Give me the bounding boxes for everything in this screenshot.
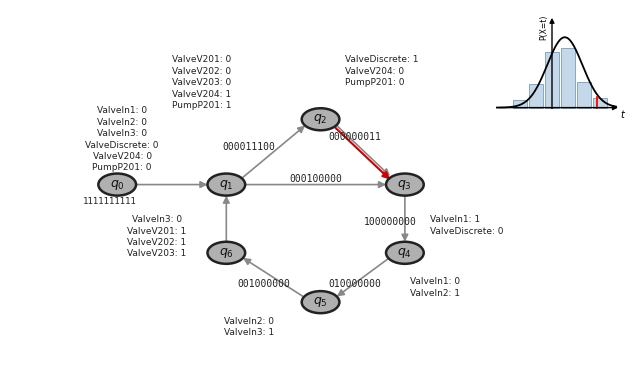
Text: 100000000: 100000000 [364, 217, 417, 227]
Bar [593, 98, 607, 107]
Text: P(X=t): P(X=t) [540, 15, 548, 40]
Text: $q_{2}$: $q_{2}$ [314, 112, 328, 126]
Circle shape [301, 291, 339, 313]
Text: 000011100: 000011100 [222, 142, 275, 152]
Text: 000000011: 000000011 [329, 132, 381, 142]
Text: $q_{3}$: $q_{3}$ [397, 178, 412, 192]
Text: ValveV201: 0
ValveV202: 0
ValveV203: 0
ValveV204: 1
PumpP201: 1: ValveV201: 0 ValveV202: 0 ValveV203: 0 V… [172, 55, 231, 110]
Text: 1111111111: 1111111111 [83, 198, 136, 207]
Bar [529, 84, 543, 107]
Bar [561, 48, 575, 107]
Text: $q_{1}$: $q_{1}$ [219, 178, 234, 192]
Circle shape [386, 242, 424, 264]
Circle shape [99, 173, 136, 196]
Text: 010000000: 010000000 [329, 279, 381, 289]
Text: 000100000: 000100000 [289, 174, 342, 184]
Text: ValveIn2: 0
ValveIn3: 1: ValveIn2: 0 ValveIn3: 1 [223, 317, 274, 337]
Bar [545, 52, 559, 107]
Text: $q_{0}$: $q_{0}$ [109, 178, 125, 192]
Text: ValveIn1: 0
ValveIn2: 1: ValveIn1: 0 ValveIn2: 1 [410, 277, 460, 298]
Text: 001000000: 001000000 [237, 279, 290, 289]
Text: ValveIn1: 0
ValveIn2: 0
ValveIn3: 0
ValveDiscrete: 0
ValveV204: 0
PumpP201: 0: ValveIn1: 0 ValveIn2: 0 ValveIn3: 0 Valv… [85, 106, 159, 172]
Bar [513, 100, 527, 107]
Text: $q_{5}$: $q_{5}$ [313, 295, 328, 309]
Text: ValveIn3: 0
ValveV201: 1
ValveV202: 1
ValveV203: 1: ValveIn3: 0 ValveV201: 1 ValveV202: 1 Va… [127, 215, 186, 258]
Circle shape [207, 242, 245, 264]
Text: ValveIn1: 1
ValveDiscrete: 0: ValveIn1: 1 ValveDiscrete: 0 [429, 215, 503, 236]
Text: $q_{4}$: $q_{4}$ [397, 246, 412, 260]
Text: $q_{6}$: $q_{6}$ [219, 246, 234, 260]
Text: ValveDiscrete: 1
ValveV204: 0
PumpP201: 0: ValveDiscrete: 1 ValveV204: 0 PumpP201: … [346, 55, 419, 87]
Circle shape [301, 108, 339, 130]
Circle shape [207, 173, 245, 196]
Circle shape [386, 173, 424, 196]
Text: t: t [620, 110, 625, 120]
Bar [577, 82, 591, 107]
